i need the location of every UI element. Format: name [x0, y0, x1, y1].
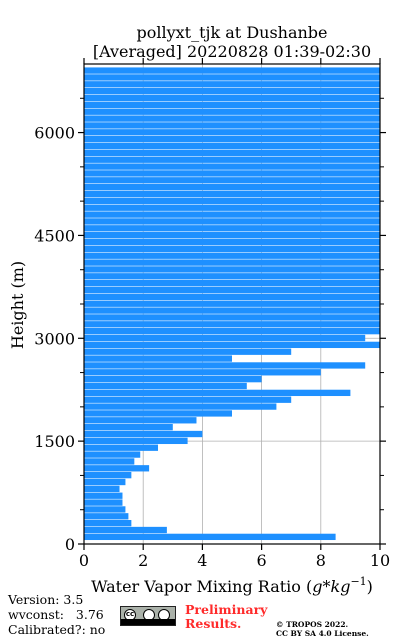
- profile-bar: [84, 211, 380, 218]
- profile-bar: [84, 74, 380, 81]
- profile-bar: [84, 334, 366, 342]
- profile-bar: [84, 101, 380, 109]
- profile-bar: [84, 485, 120, 493]
- tick-labels: 0 2 4 6 8 10 0 1500 3000 4500 6000: [34, 124, 390, 570]
- preliminary-results-note: Preliminary Results.: [185, 602, 268, 631]
- profile-bar: [84, 437, 188, 445]
- profile-bar: [84, 451, 141, 458]
- profile-bar: [84, 136, 380, 143]
- profile-bar: [84, 142, 380, 150]
- profile-bar: [84, 149, 380, 157]
- profile-bar: [84, 403, 277, 410]
- profile-bar: [84, 122, 380, 129]
- profile-bar: [84, 465, 150, 472]
- profile-bar: [84, 238, 380, 246]
- profile-bar: [84, 389, 351, 397]
- profile-bar: [84, 314, 380, 321]
- profile-bar: [84, 88, 380, 95]
- profile-bar: [84, 232, 380, 239]
- profile-bar: [84, 533, 336, 541]
- profile-bar: [84, 218, 380, 225]
- profile-bar: [84, 177, 380, 184]
- profile-bar: [84, 108, 380, 115]
- profile-bar: [84, 273, 380, 280]
- profile-bars: [84, 67, 380, 541]
- profile-bar: [84, 355, 232, 362]
- profile-bar: [84, 286, 380, 294]
- profile-bar: [84, 259, 380, 266]
- profile-bar: [84, 266, 380, 273]
- profile-bar: [84, 417, 197, 424]
- y-tick-label: 6000: [34, 124, 75, 143]
- y-tick-label: 3000: [34, 329, 75, 348]
- profile-bar: [84, 67, 380, 74]
- wvconst-row: wvconst: 3.76: [8, 607, 105, 622]
- profile-bar: [84, 362, 366, 369]
- x-tick-label: 8: [316, 551, 326, 570]
- profile-bar: [84, 526, 167, 534]
- profile-bar: [84, 245, 380, 253]
- chart-subtitle: [Averaged] 20220828 01:39-02:30: [93, 42, 371, 61]
- profile-bar: [84, 163, 380, 170]
- profile-bar: [84, 156, 380, 163]
- profile-bar: [84, 369, 321, 376]
- profile-bar: [84, 204, 380, 211]
- wv-mixing-ratio-chart: 0 2 4 6 8 10 0 1500 3000 4500 6000 pollyxt_tjk at …: [8, 23, 390, 596]
- x-tick-label: 2: [138, 551, 148, 570]
- profile-bar: [84, 396, 292, 403]
- profile-bar: [84, 252, 380, 259]
- version-text: Version: 3.5: [8, 592, 84, 607]
- profile-bar: [84, 341, 380, 349]
- profile-bar: [84, 444, 158, 451]
- profile-bar: [84, 430, 203, 438]
- x-axis-label: Water Vapor Mixing Ratio (g*kg−1): [91, 575, 373, 596]
- profile-bar: [84, 321, 380, 328]
- wvconst-label: wvconst:: [8, 607, 64, 622]
- calibrated-text: Calibrated?: no: [8, 622, 106, 637]
- profile-bar: [84, 506, 126, 513]
- cc-by-sa-icon: cc: [120, 606, 176, 626]
- profile-bar: [84, 492, 123, 499]
- profile-bar: [84, 197, 380, 205]
- profile-bar: [84, 170, 380, 177]
- profile-bar: [84, 513, 129, 520]
- cc-circle-icon: cc: [124, 609, 136, 621]
- profile-bar: [84, 190, 380, 198]
- x-tick-label: 4: [197, 551, 207, 570]
- profile-bar: [84, 280, 380, 287]
- profile-bar: [84, 382, 247, 390]
- wvconst-value: 3.76: [75, 607, 104, 622]
- profile-bar: [84, 376, 262, 383]
- y-tick-label: 1500: [34, 432, 75, 451]
- profile-bar: [84, 300, 380, 307]
- profile-bar: [84, 499, 123, 506]
- profile-bar: [84, 458, 135, 465]
- profile-bar: [84, 478, 126, 486]
- copyright-text: © TROPOS 2022. CC BY SA 4.0 License.: [276, 620, 369, 638]
- chart-title: pollyxt_tjk at Dushanbe: [136, 23, 327, 42]
- profile-bar: [84, 472, 132, 479]
- profile-bar: [84, 94, 380, 102]
- x-tick-label: 0: [79, 551, 89, 570]
- x-tick-label: 6: [257, 551, 267, 570]
- y-tick-label: 4500: [34, 226, 75, 245]
- axis-ticks: [78, 58, 386, 550]
- y-tick-label: 0: [65, 535, 75, 554]
- profile-bar: [84, 520, 132, 527]
- x-tick-label: 10: [370, 551, 390, 570]
- profile-bar: [84, 424, 173, 431]
- profile-bar: [84, 225, 380, 232]
- profile-bar: [84, 184, 380, 191]
- profile-bar: [84, 81, 380, 88]
- profile-bar: [84, 115, 380, 122]
- profile-bar: [84, 348, 292, 355]
- y-axis-label: Height (m): [8, 261, 27, 349]
- profile-bar: [84, 307, 380, 314]
- profile-bar: [84, 328, 380, 335]
- profile-bar: [84, 410, 232, 417]
- profile-bar: [84, 293, 380, 301]
- processing-info: Version: 3.5 wvconst: 3.76 Calibrated?: …: [8, 592, 105, 637]
- profile-bar: [84, 129, 380, 136]
